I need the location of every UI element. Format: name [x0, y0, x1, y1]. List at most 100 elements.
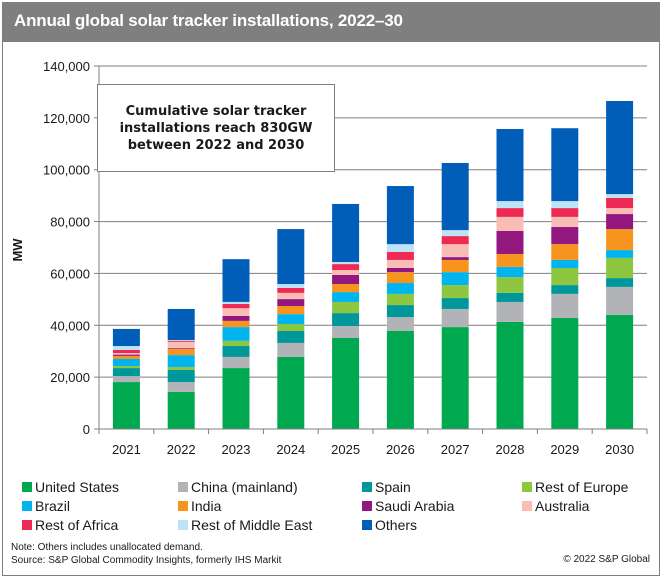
x-tick-label: 2027	[441, 442, 470, 457]
bar-segment-united-states-2028	[496, 321, 524, 429]
bar-segment-brazil-2021	[112, 358, 140, 366]
legend-item: Rest of Africa	[22, 517, 118, 533]
bar-segment-china-mainland-2030	[606, 286, 634, 315]
x-tick-label: 2022	[167, 442, 196, 457]
bar-segment-spain-2022	[167, 369, 195, 383]
legend-swatch	[362, 482, 372, 492]
bar-segment-others-2028	[496, 129, 524, 202]
bar-segment-brazil-2026	[386, 283, 414, 294]
bar-segment-spain-2024	[277, 330, 305, 343]
bar-segment-united-states-2026	[386, 330, 414, 429]
legend-item: Spain	[362, 479, 411, 495]
bar-segment-rest-of-europe-2021	[112, 365, 140, 369]
bar-segment-china-mainland-2025	[332, 326, 360, 338]
y-tick-label: 40,000	[50, 318, 90, 333]
bar-segment-saudi-arabia-2030	[606, 214, 634, 230]
y-tick-label: 60,000	[50, 266, 90, 281]
bar-segment-china-mainland-2022	[167, 382, 195, 392]
bar-segment-india-2027	[441, 259, 469, 273]
bar-segment-china-mainland-2027	[441, 308, 469, 328]
copyright-text: © 2022 S&P Global	[563, 554, 650, 565]
bar-segment-india-2022	[167, 348, 195, 356]
bar-segment-rest-of-middle-east-2024	[277, 284, 305, 288]
bar-segment-australia-2028	[496, 216, 524, 231]
y-tick-label: 120,000	[43, 111, 90, 126]
bar-segment-united-states-2027	[441, 327, 469, 429]
bar-segment-rest-of-europe-2024	[277, 323, 305, 331]
x-tick-label: 2026	[386, 442, 415, 457]
bar-segment-brazil-2028	[496, 266, 524, 278]
x-tick-label: 2030	[605, 442, 634, 457]
bar-segment-india-2023	[222, 320, 250, 328]
bar-segment-india-2029	[551, 244, 579, 260]
bar-segment-brazil-2029	[551, 259, 579, 268]
bar-segment-brazil-2023	[222, 327, 250, 341]
bar-segment-china-mainland-2021	[112, 376, 140, 383]
bar-segment-united-states-2023	[222, 368, 250, 429]
legend-label: Rest of Europe	[535, 479, 629, 495]
bar-segment-spain-2027	[441, 298, 469, 309]
bar-segment-china-mainland-2024	[277, 342, 305, 357]
bar-segment-saudi-arabia-2026	[386, 267, 414, 273]
bar-segment-brazil-2022	[167, 355, 195, 368]
bar-segment-others-2029	[551, 128, 579, 202]
source-text: Source: S&P Global Commodity Insights, f…	[11, 555, 282, 566]
bar-segment-others-2024	[277, 229, 305, 285]
bar-segment-rest-of-europe-2025	[332, 301, 360, 314]
legend-label: Saudi Arabia	[375, 498, 455, 514]
bar-segment-rest-of-middle-east-2030	[606, 194, 634, 198]
bar-segment-saudi-arabia-2021	[112, 354, 140, 356]
bar-segment-spain-2023	[222, 346, 250, 357]
legend-label: United States	[35, 479, 120, 495]
legend-item: United States	[22, 479, 119, 495]
note-text: Note: Others includes unallocated demand…	[11, 542, 203, 553]
bar-segment-rest-of-europe-2022	[167, 367, 195, 370]
chart-title: Annual global solar tracker installation…	[14, 11, 403, 30]
legend-swatch	[522, 482, 532, 492]
x-tick-label: 2028	[496, 442, 525, 457]
x-tick-label: 2029	[550, 442, 579, 457]
annotation-text: Cumulative solar tracker installations r…	[119, 103, 313, 153]
legend-swatch	[22, 501, 32, 511]
bar-segment-rest-of-africa-2029	[551, 208, 579, 217]
annotation-box: Cumulative solar tracker installations r…	[97, 84, 335, 172]
bar-segment-brazil-2030	[606, 250, 634, 258]
bar-segment-rest-of-africa-2021	[112, 349, 140, 354]
bar-segment-india-2025	[332, 284, 360, 293]
legend-swatch	[178, 520, 188, 530]
bar-segment-rest-of-africa-2025	[332, 264, 360, 271]
title-bar: Annual global solar tracker installation…	[2, 2, 660, 42]
legend-swatch	[362, 520, 372, 530]
bar-segment-australia-2023	[222, 308, 250, 316]
bar-segment-others-2026	[386, 186, 414, 245]
legend-swatch	[362, 501, 372, 511]
bar-segment-rest-of-africa-2027	[441, 236, 469, 245]
bar-segment-spain-2030	[606, 278, 634, 287]
bar-segment-rest-of-africa-2022	[167, 340, 195, 342]
bar-segment-india-2024	[277, 306, 305, 315]
legend-item: Brazil	[22, 498, 70, 514]
bar-segment-australia-2021	[112, 353, 140, 355]
bar-segment-rest-of-middle-east-2027	[441, 230, 469, 237]
legend-item: Australia	[522, 498, 589, 514]
bar-segment-australia-2026	[386, 259, 414, 268]
legend-swatch	[522, 501, 532, 511]
legend-label: Rest of Africa	[35, 517, 119, 533]
legend-swatch	[178, 482, 188, 492]
legend-label: Others	[375, 517, 418, 533]
x-tick-label: 2024	[276, 442, 305, 457]
legend-swatch	[22, 520, 32, 530]
y-tick-label: 140,000	[43, 59, 90, 74]
bar-segment-united-states-2024	[277, 356, 305, 429]
bar-segment-china-mainland-2028	[496, 301, 524, 322]
bar-segment-australia-2025	[332, 270, 360, 275]
bar-segment-saudi-arabia-2024	[277, 299, 305, 307]
y-tick-label: 20,000	[50, 370, 90, 385]
y-tick-label: 80,000	[50, 215, 90, 230]
bar-segment-australia-2022	[167, 341, 195, 349]
bar-segment-united-states-2030	[606, 314, 634, 429]
bar-segment-rest-of-europe-2029	[551, 267, 579, 286]
bar-segment-others-2021	[112, 328, 140, 347]
bar-segment-saudi-arabia-2029	[551, 227, 579, 245]
